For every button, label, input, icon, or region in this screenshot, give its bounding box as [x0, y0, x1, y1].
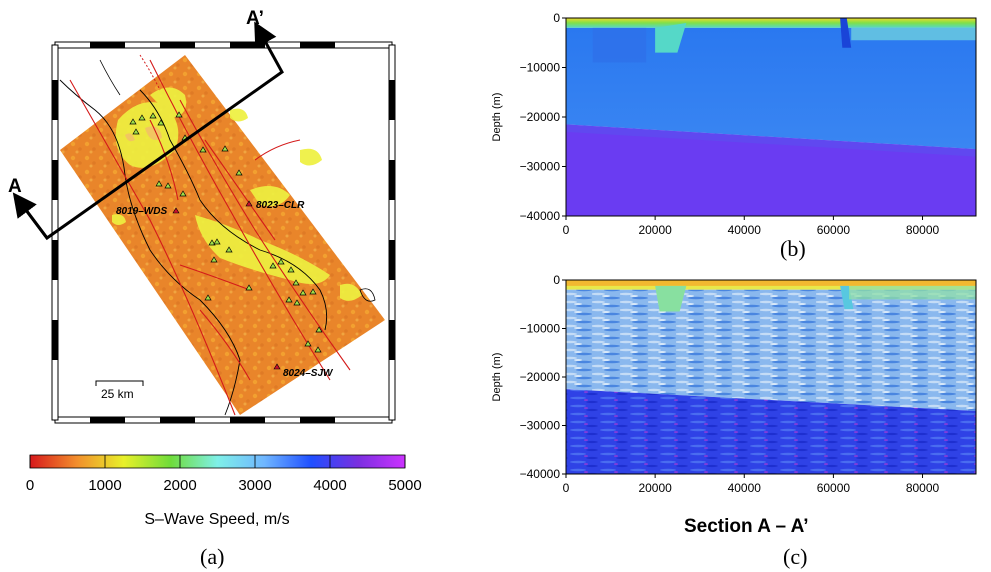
section-start-label: A [8, 176, 22, 197]
panel-a-label: (a) [200, 544, 225, 569]
fault-lines [69, 59, 351, 416]
basin-fill [655, 285, 687, 312]
y-tick-label: −30000 [520, 160, 561, 174]
seismic-stations [129, 111, 323, 353]
shallow-layer [851, 27, 976, 41]
y-tick-label: −20000 [520, 370, 561, 384]
station-8023-clr: 8023–CLR [245, 200, 305, 211]
x-tick-label: 40000 [728, 481, 762, 495]
x-tick-label: 80000 [906, 481, 940, 495]
basin-fill [655, 22, 687, 53]
colorbar-tick-label: 4000 [313, 477, 346, 494]
transition-band [566, 124, 976, 157]
x-tick-label: 0 [563, 223, 570, 237]
y-axis-title: Depth (m) [491, 93, 503, 142]
surface-layer [566, 280, 976, 286]
section-end-label: A’ [246, 8, 264, 29]
section-c-plot: 0 20000 40000 60000 80000 0 −10000 −20000 −30000… [491, 273, 977, 495]
colorbar: 0 1000 2000 3000 4000 5000 S–Wave Speed, m/s [26, 454, 422, 528]
colorbar-tick-label: 1000 [88, 477, 121, 494]
station-8019-wds: 8019–WDS [116, 206, 180, 217]
x-tick-label: 40000 [728, 223, 762, 237]
panel-b-label: (b) [780, 236, 806, 261]
x-tick-label: 0 [563, 481, 570, 495]
velocity-layer [566, 18, 976, 28]
colorbar-tick-label: 5000 [388, 477, 421, 494]
colorbar-tick-label: 2000 [163, 477, 196, 494]
y-tick-label: −30000 [520, 419, 561, 433]
colorbar-gradient [30, 455, 405, 468]
basin-block [592, 27, 647, 63]
y-tick-label: 0 [553, 11, 560, 25]
y-tick-label: −40000 [520, 209, 561, 223]
bay-shoreline [139, 89, 328, 331]
panel-c-label: (c) [783, 544, 808, 569]
colorbar-tick-label: 3000 [238, 477, 271, 494]
station-label: 8019–WDS [116, 206, 167, 217]
y-tick-label: −40000 [520, 467, 561, 481]
section-line: A A’ [8, 8, 284, 241]
scale-bar-label: 25 km [101, 387, 134, 401]
scale-bar: 25 km [95, 380, 144, 401]
y-axis-title: Depth (m) [491, 353, 503, 402]
y-tick-label: −20000 [520, 110, 561, 124]
fault-zone [840, 285, 854, 310]
shallow-layer [848, 285, 976, 300]
velocity-layer [566, 27, 976, 150]
velocity-layer [566, 389, 976, 474]
x-tick-label: 20000 [638, 481, 672, 495]
x-tick-label: 60000 [817, 481, 851, 495]
section-b-plot: 0 20000 40000 60000 80000 0 −10000 −20000 −30000… [491, 11, 977, 237]
x-tick-label: 60000 [817, 223, 851, 237]
colorbar-title: S–Wave Speed, m/s [144, 511, 289, 528]
y-tick-label: −10000 [520, 61, 561, 75]
section-title: Section A – A’ [684, 516, 809, 537]
x-tick-label: 80000 [906, 223, 940, 237]
station-label: 8024–SJW [283, 368, 334, 379]
colorbar-tick-label: 0 [26, 477, 34, 494]
map-panel: 8019–WDS 8023–CLR 8024–SJW 25 km A A’ 0 1… [8, 8, 422, 528]
y-tick-label: −10000 [520, 322, 561, 336]
velocity-layer [566, 289, 976, 411]
y-tick-label: 0 [553, 273, 560, 287]
fault-zone [840, 18, 852, 48]
station-label: 8023–CLR [256, 200, 305, 211]
coastline [59, 79, 241, 416]
x-tick-label: 20000 [638, 223, 672, 237]
station-8024-sjw: 8024–SJW [273, 363, 334, 379]
